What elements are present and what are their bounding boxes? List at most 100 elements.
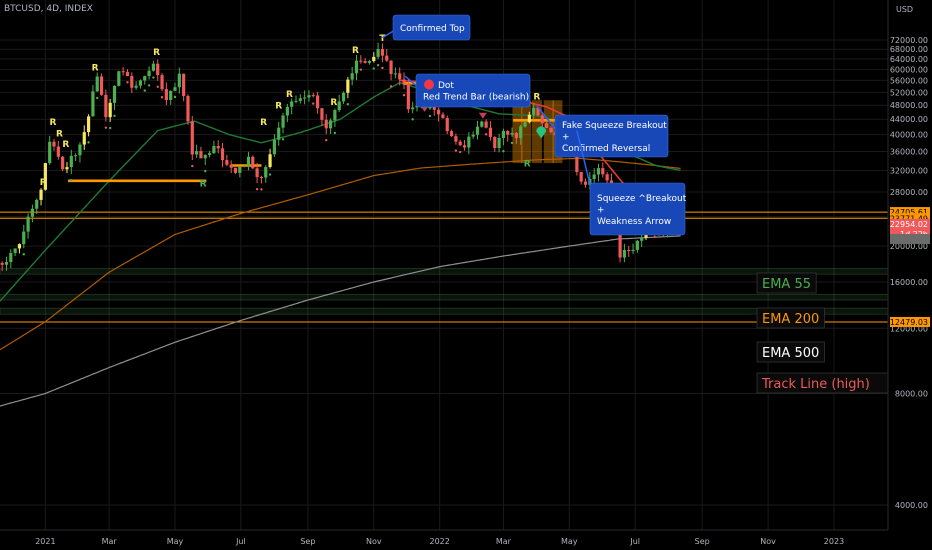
candle-body: [125, 71, 130, 77]
candle-dot: [376, 64, 380, 67]
candle-body: [359, 60, 363, 62]
r-marker: R: [286, 90, 293, 100]
candle-body: [622, 249, 627, 258]
r-marker: R: [524, 159, 531, 169]
candle-body: [298, 98, 302, 101]
candle-body: [104, 94, 108, 118]
legend-box: [756, 272, 817, 294]
candle-dot: [653, 235, 656, 239]
legend-label: Track Line (high): [761, 377, 870, 392]
y-tick-label: 68000.00: [890, 45, 928, 54]
candle-body: [186, 95, 190, 122]
candle-body: [380, 49, 385, 56]
candle-body: [112, 85, 117, 103]
candle-body: [601, 168, 605, 175]
candle-body: [631, 249, 635, 252]
candle-body: [65, 167, 69, 170]
callout-text: +: [597, 205, 605, 215]
candle-body: [441, 114, 445, 118]
x-tick-label: Mar: [496, 537, 512, 546]
candle-body: [212, 145, 216, 154]
x-tick-label: 2021: [35, 537, 55, 546]
squeeze-bar: [543, 100, 554, 164]
callout-text: Squeeze ^Breakout: [597, 194, 687, 204]
candle-dot: [156, 85, 159, 88]
candle-body: [255, 168, 259, 178]
candle-body: [290, 101, 294, 107]
candle-body: [199, 151, 203, 159]
y-tick-label: 56000.00: [890, 76, 928, 85]
candle-body: [121, 71, 125, 73]
candle-body: [627, 249, 631, 252]
price-tag-label: 22954.02: [890, 220, 928, 229]
candle-dot: [372, 67, 375, 70]
candle-body: [376, 49, 380, 57]
candle-dot: [333, 131, 337, 135]
r-marker: R: [533, 92, 540, 102]
candle-body: [143, 76, 147, 81]
candle-body: [268, 154, 272, 167]
price-tag: [890, 233, 930, 244]
candle-body: [389, 60, 393, 74]
candle-dot: [359, 68, 363, 71]
candle-body: [367, 61, 372, 63]
callout-text: +: [562, 132, 570, 142]
candle-body: [108, 102, 112, 118]
candle-body: [605, 174, 609, 181]
candle-body: [454, 136, 458, 142]
y-tick-label: 72000.00: [890, 36, 928, 45]
r-marker: T: [379, 34, 386, 44]
support-band: [0, 268, 889, 275]
candle-body: [216, 145, 220, 149]
candle-dot: [459, 150, 462, 154]
candle-body: [333, 110, 337, 121]
candle-body: [220, 148, 225, 161]
candle-body: [246, 156, 251, 166]
candle-body: [618, 225, 622, 258]
candle-body: [134, 85, 138, 88]
squeeze-bar: [512, 100, 523, 164]
callout-text: Confirmed Top: [400, 24, 465, 34]
x-tick-label: Nov: [366, 537, 382, 546]
y-tick-label: 28000.00: [890, 188, 928, 197]
y-tick-label: 20000.00: [890, 242, 928, 251]
candle-body: [43, 163, 47, 190]
callout-text: Dot: [438, 81, 454, 91]
candle-dot: [389, 85, 393, 88]
candle-dot: [510, 141, 514, 145]
r-marker: R: [49, 118, 56, 128]
y-tick-label: 8000.00: [895, 389, 928, 398]
candle-dot: [22, 253, 25, 256]
candle-body: [579, 172, 583, 182]
x-tick-label: Jul: [629, 537, 640, 546]
r-marker: R: [260, 118, 267, 128]
candle-body: [130, 76, 134, 88]
candle-body: [506, 130, 510, 135]
candle-dot: [104, 126, 108, 129]
candle-body: [22, 231, 26, 245]
candle-body: [233, 167, 238, 173]
down-arrow-marker: [478, 112, 487, 119]
candle-body: [74, 155, 78, 157]
candle-body: [385, 55, 389, 61]
candle-body: [229, 164, 233, 168]
candle-body: [510, 133, 514, 135]
price-tag-label: 24705.61: [890, 208, 928, 217]
candle-body: [307, 95, 311, 98]
candle-dot: [160, 96, 164, 99]
y-tick-label: 44000.00: [890, 115, 928, 124]
candle-body: [432, 106, 436, 110]
candle-body: [195, 151, 199, 155]
candle-dot: [126, 81, 129, 84]
candle-body: [484, 121, 488, 128]
candle-body: [436, 109, 441, 115]
x-tick-label: Nov: [760, 537, 776, 546]
candle-body: [406, 83, 410, 110]
legend-box: [756, 307, 825, 329]
price-tag: [890, 316, 930, 327]
candle-dot: [502, 150, 505, 153]
price-tag-label: 12479.03: [890, 318, 928, 327]
candle-body: [540, 115, 544, 124]
grid: [0, 0, 888, 530]
